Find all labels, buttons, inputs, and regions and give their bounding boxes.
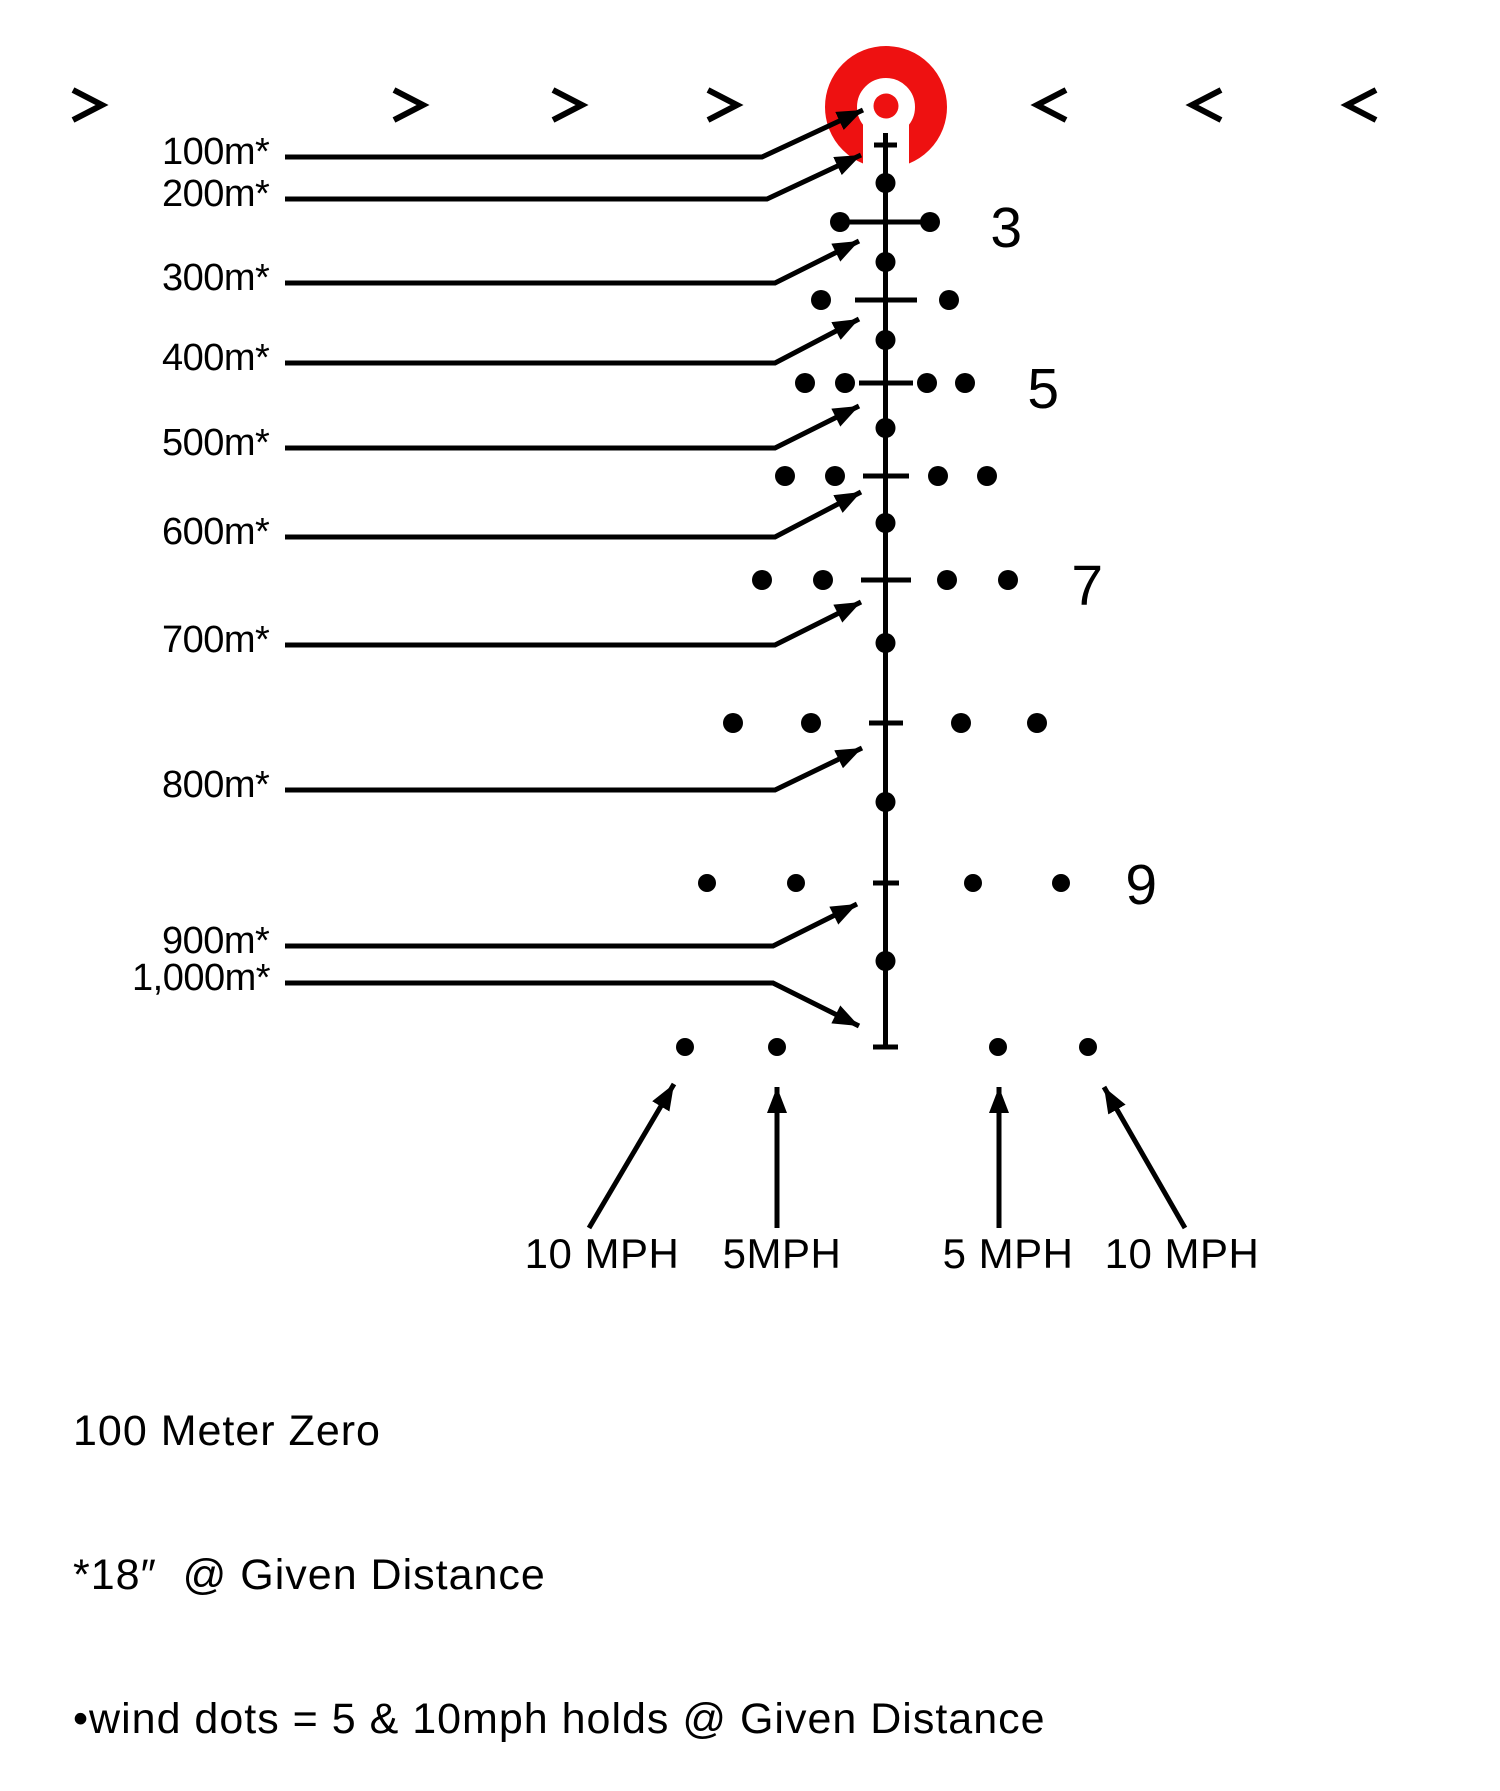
distance-label: 1,000m* xyxy=(132,957,271,999)
distance-pointer-arrow xyxy=(285,980,861,1029)
distance-pointer-arrow xyxy=(285,107,865,160)
wind-dot xyxy=(1052,874,1070,892)
distance-label: 600m* xyxy=(162,511,270,553)
wind-dot xyxy=(989,1038,1007,1056)
holdover-dot xyxy=(875,330,896,350)
holdover-dot xyxy=(875,951,896,971)
wind-dot xyxy=(939,290,959,310)
wind-label-5mph-right: 5 MPH xyxy=(942,1230,1074,1277)
chevron-left-icon xyxy=(1030,87,1068,123)
distance-label: 400m* xyxy=(162,337,270,379)
distance-pointer-arrow xyxy=(285,489,863,540)
legend: 100 Meter Zero *18″ @ Given Distance •wi… xyxy=(73,1311,1046,1791)
wind-dot xyxy=(723,713,743,733)
wind-dot xyxy=(937,570,957,590)
holdover-dot xyxy=(875,792,896,812)
wind-label-5mph-left: 5MPH xyxy=(722,1230,842,1277)
legend-line-target: *18″ @ Given Distance xyxy=(73,1551,546,1599)
chevron-right-icon xyxy=(71,87,109,123)
reticle-manual-page: { "reticle": { "red_color": "#ee1111", "… xyxy=(71,46,1378,1743)
wind-dot xyxy=(768,1038,786,1056)
wind-label-10mph-right: 10 MPH xyxy=(1104,1230,1260,1277)
wind-dot xyxy=(825,466,845,486)
chevron-right-icon xyxy=(551,87,589,123)
distance-pointer-arrow xyxy=(285,152,863,202)
wind-dot xyxy=(835,373,855,393)
wind-dot xyxy=(998,570,1018,590)
holdover-dot xyxy=(875,252,896,272)
distance-pointer-arrow xyxy=(285,316,861,366)
chevron-left-icon xyxy=(1340,87,1378,123)
distance-pointer-arrow xyxy=(285,599,863,648)
holdover-dot xyxy=(875,633,896,653)
wind-dot xyxy=(964,874,982,892)
wind-dot xyxy=(811,290,831,310)
wind-speed-arrow xyxy=(586,1082,677,1230)
wind-dot xyxy=(1027,713,1047,733)
reticle-diagram: 100m*200m* 300m* 3 400m* 500m* 5 600m* 700m* 7 80… xyxy=(71,46,1378,1230)
distance-pointer-arrow xyxy=(285,745,864,793)
wind-dot xyxy=(920,212,940,232)
drop-number: 9 xyxy=(1125,853,1156,917)
distance-label: 300m* xyxy=(162,257,270,299)
legend-line-wind-dots: •wind dots = 5 & 10mph holds @ Given Dis… xyxy=(73,1695,1046,1743)
distance-label: 700m* xyxy=(162,619,270,661)
holdover-dot xyxy=(875,513,896,533)
drop-number: 5 xyxy=(1027,357,1058,421)
drop-number: 3 xyxy=(990,196,1021,260)
distance-label: 200m* xyxy=(162,173,270,215)
chevron-right-icon xyxy=(706,87,744,123)
distance-label: 100m* xyxy=(162,131,270,173)
wind-speed-arrow xyxy=(1101,1085,1188,1230)
holdover-dot xyxy=(875,418,896,438)
distance-label: 900m* xyxy=(162,920,270,962)
wind-dot xyxy=(955,373,975,393)
distance-label: 800m* xyxy=(162,764,270,806)
aim-dot xyxy=(873,93,899,119)
distance-pointer-arrow xyxy=(285,403,861,451)
wind-dot xyxy=(775,466,795,486)
wind-dot xyxy=(801,713,821,733)
distance-pointer-arrow xyxy=(285,901,859,949)
wind-dot xyxy=(787,874,805,892)
wind-dot xyxy=(1079,1038,1097,1056)
wind-label-10mph-left: 10 MPH xyxy=(524,1230,680,1277)
wind-dot xyxy=(676,1038,694,1056)
chevron-right-icon xyxy=(392,87,430,123)
wind-dot xyxy=(951,713,971,733)
wind-dot xyxy=(698,874,716,892)
wind-dot xyxy=(795,373,815,393)
wind-dot xyxy=(830,212,850,232)
distance-pointer-arrow xyxy=(285,238,861,286)
legend-line-zero: 100 Meter Zero xyxy=(73,1407,381,1455)
wind-dot xyxy=(928,466,948,486)
distance-label: 500m* xyxy=(162,422,270,464)
holdover-dot xyxy=(875,173,896,193)
chevron-left-icon xyxy=(1185,87,1223,123)
wind-dot xyxy=(813,570,833,590)
wind-dot xyxy=(752,570,772,590)
drop-number: 7 xyxy=(1071,554,1102,618)
wind-dot xyxy=(917,373,937,393)
wind-dot xyxy=(977,466,997,486)
